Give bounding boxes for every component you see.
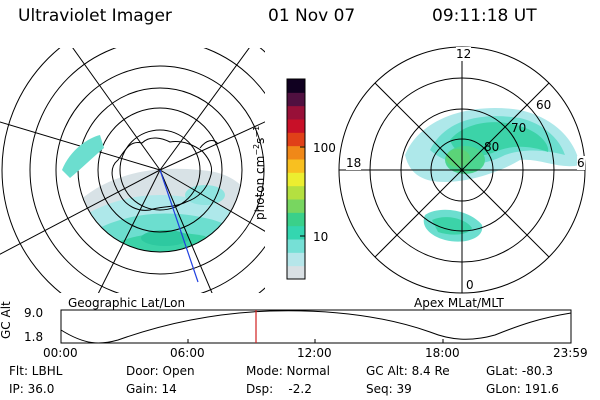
mlat-label-60: 60	[536, 98, 552, 112]
alt-ytick-9: 9.0	[24, 306, 44, 320]
colorbar-segment	[287, 239, 305, 253]
door-info: Door: Open	[126, 364, 195, 378]
left-panel-caption: Geographic Lat/Lon	[68, 296, 186, 310]
mode-info: Mode: Normal	[246, 364, 330, 378]
colorbar-segment	[287, 172, 305, 187]
altitude-plot	[60, 309, 572, 344]
aurora-emission-left	[78, 88, 242, 252]
colorbar-segment	[287, 225, 305, 240]
glat-info: GLat: -80.3	[486, 364, 553, 378]
colorbar-segment	[287, 212, 305, 227]
mlat-mlt-map	[338, 46, 586, 294]
alt-xtick-1800: 18:00	[425, 346, 460, 360]
gc-alt-info: GC Alt: 8.4 Re	[366, 364, 450, 378]
colorbar-unit-label: photon cm−2s−1	[252, 125, 267, 220]
mlt-label-12: 12	[456, 47, 472, 61]
mlt-label-18: 18	[346, 156, 362, 170]
mlat-label-70: 70	[511, 121, 527, 135]
alt-xtick-1200: 12:00	[297, 346, 332, 360]
colorbar-segment	[287, 92, 305, 107]
colorbar-tick-100: 100	[313, 141, 336, 155]
alt-plot-ylabel: GC Alt	[0, 301, 13, 339]
colorbar	[287, 79, 305, 280]
colorbar-segment	[287, 265, 305, 280]
colorbar-segment	[287, 252, 305, 267]
colorbar-tick-10: 10	[313, 230, 329, 244]
colorbar-segment	[287, 79, 305, 93]
colorbar-segment	[287, 159, 305, 173]
time-label: 09:11:18 UT	[432, 6, 537, 26]
colorbar-segment	[287, 132, 305, 147]
mlt-label-0: 0	[466, 278, 474, 292]
filter-info: Flt: LBHL	[9, 364, 63, 378]
alt-xtick-0000: 00:00	[43, 346, 78, 360]
gain-info: Gain: 14	[126, 382, 177, 396]
mlat-label-80: 80	[484, 140, 500, 154]
mlt-label-6: 6	[577, 156, 585, 170]
altitude-curve	[60, 310, 572, 344]
date-label: 01 Nov 07	[268, 6, 356, 26]
instrument-title: Ultraviolet Imager	[18, 6, 172, 26]
seq-info: Seq: 39	[366, 382, 412, 396]
right-panel-caption: Apex MLat/MLT	[414, 296, 504, 310]
coastline	[111, 137, 213, 211]
alt-xtick-0600: 06:00	[170, 346, 205, 360]
colorbar-segment	[287, 185, 305, 200]
geographic-map	[0, 48, 265, 293]
glon-info: GLon: 191.6	[486, 382, 559, 396]
ip-info: IP: 36.0	[9, 382, 55, 396]
colorbar-segment	[287, 105, 305, 120]
alt-ytick-1.8: 1.8	[24, 330, 44, 344]
dsp-info: Dsp: -2.2	[246, 382, 312, 396]
colorbar-segment	[287, 199, 305, 213]
colorbar-segment	[287, 119, 305, 133]
colorbar-segment	[287, 145, 305, 160]
alt-xtick-2359: 23:59	[553, 346, 588, 360]
nadir-line	[159, 169, 199, 283]
aurora-emission-right	[405, 107, 580, 242]
